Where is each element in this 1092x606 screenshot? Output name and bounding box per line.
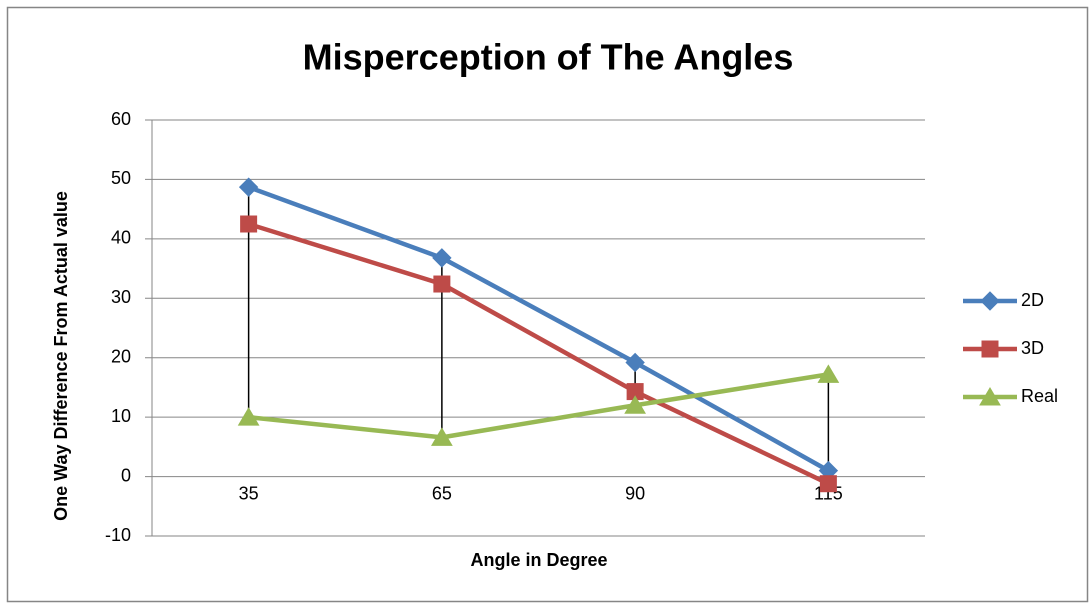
legend-label: 2D xyxy=(1021,290,1044,310)
y-tick-label: 40 xyxy=(111,228,131,248)
y-tick-label: 0 xyxy=(121,465,131,485)
y-tick-label: 50 xyxy=(111,168,131,188)
data-point xyxy=(240,215,258,233)
series-line xyxy=(247,221,830,486)
y-tick-label: 10 xyxy=(111,406,131,426)
legend-marker xyxy=(981,340,999,358)
y-tick-label: 60 xyxy=(111,109,131,129)
y-axis-title: One Way Difference From Actual value xyxy=(51,191,71,521)
data-point xyxy=(624,395,646,414)
data-point xyxy=(819,475,837,493)
chart-title: Misperception of The Angles xyxy=(303,37,794,78)
data-point xyxy=(817,364,840,383)
legend-label: 3D xyxy=(1021,338,1044,358)
chart-border xyxy=(6,6,1089,603)
legend-marker xyxy=(980,291,1000,311)
x-tick-label: 35 xyxy=(239,483,259,503)
y-tick-label: -10 xyxy=(105,525,131,545)
data-point xyxy=(238,177,259,197)
x-tick-label: 90 xyxy=(625,483,645,503)
x-axis-title: Angle in Degree xyxy=(470,550,607,570)
data-point xyxy=(625,352,645,373)
y-tick-label: 30 xyxy=(111,287,131,307)
series-line xyxy=(247,185,830,473)
data-point xyxy=(431,427,453,446)
y-tick-label: 20 xyxy=(111,346,131,366)
series-line xyxy=(248,372,829,440)
data-point xyxy=(433,275,451,293)
data-point xyxy=(432,248,452,268)
data-point xyxy=(237,407,260,426)
legend-label: Real xyxy=(1021,386,1058,406)
legend-marker xyxy=(979,387,1001,406)
x-tick-label: 65 xyxy=(432,483,452,503)
